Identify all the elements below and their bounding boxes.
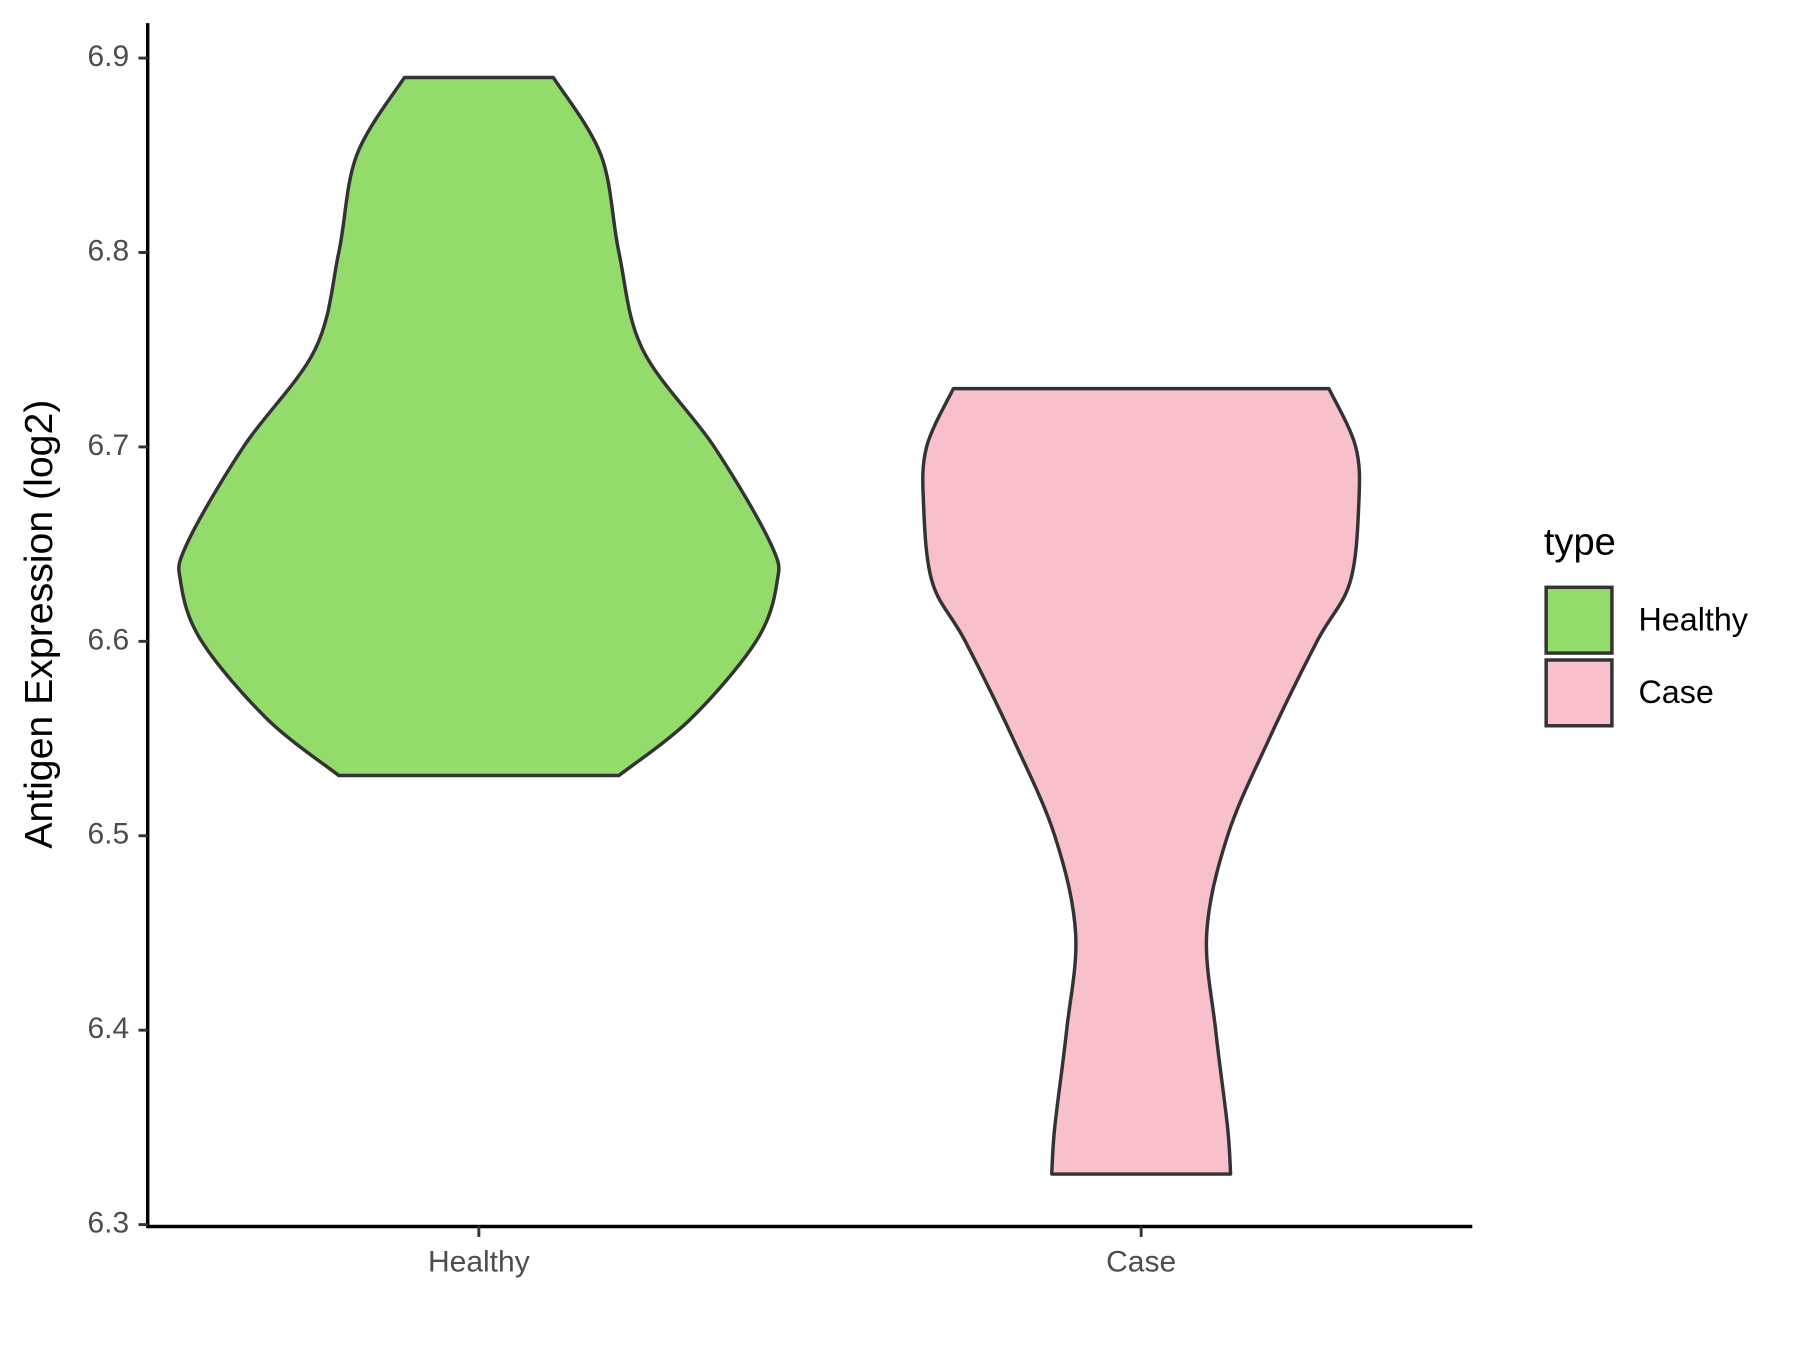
y-tick-label: 6.3 (88, 1207, 130, 1240)
legend-label: Case (1638, 674, 1713, 710)
y-tick-label: 6.5 (88, 818, 130, 851)
legend-title: type (1544, 522, 1616, 564)
y-tick-label: 6.8 (88, 234, 130, 267)
legend-key (1544, 585, 1614, 655)
y-tick-label: 6.9 (88, 40, 130, 73)
x-tick-label: Case (1106, 1245, 1176, 1278)
y-tick-label: 6.6 (88, 623, 130, 656)
y-tick-label: 6.4 (88, 1012, 130, 1045)
legend-label: Healthy (1638, 601, 1748, 637)
x-tick-label: Healthy (428, 1245, 530, 1278)
y-tick-label: 6.7 (88, 429, 130, 462)
violin (921, 386, 1362, 1176)
y-axis-title: Antigen Expression (log2) (17, 400, 61, 849)
legend-key (1544, 658, 1614, 728)
violin (177, 75, 781, 778)
